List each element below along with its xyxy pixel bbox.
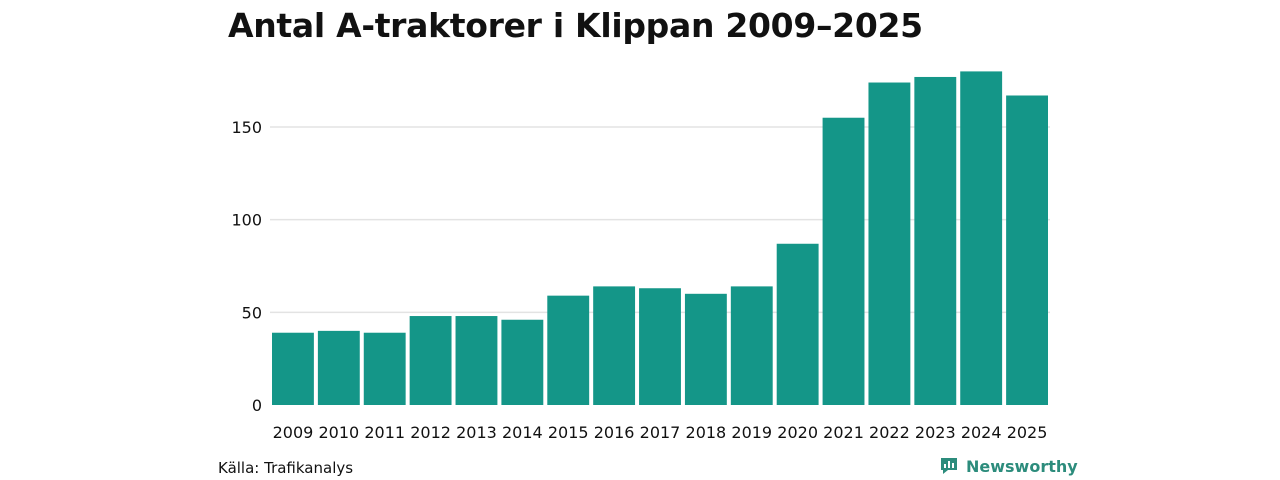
x-tick-label: 2024 xyxy=(961,423,1002,442)
chart-title: Antal A-traktorer i Klippan 2009–2025 xyxy=(228,6,923,45)
x-tick-label: 2021 xyxy=(823,423,864,442)
bar-2016 xyxy=(593,286,636,405)
bar-2010 xyxy=(317,330,360,405)
x-tick-label: 2016 xyxy=(594,423,635,442)
x-tick-label: 2022 xyxy=(869,423,910,442)
source-label: Källa: Trafikanalys xyxy=(218,459,354,477)
bar-2013 xyxy=(455,316,498,405)
y-tick-label: 0 xyxy=(252,396,262,415)
bar-2022 xyxy=(868,82,911,406)
bar-2020 xyxy=(776,243,819,405)
x-tick-label: 2015 xyxy=(548,423,589,442)
y-tick-label: 50 xyxy=(242,303,262,322)
x-tick-label: 2010 xyxy=(318,423,359,442)
x-tick-label: 2018 xyxy=(686,423,727,442)
bar-2014 xyxy=(501,319,544,405)
bar-2021 xyxy=(822,117,865,405)
x-tick-label: 2020 xyxy=(777,423,818,442)
bar-2012 xyxy=(409,316,452,405)
x-tick-label: 2025 xyxy=(1007,423,1048,442)
brand-name: Newsworthy xyxy=(966,456,1078,476)
bar-2011 xyxy=(363,332,406,405)
newsworthy-icon xyxy=(941,458,957,474)
bar-2025 xyxy=(1006,95,1048,405)
x-tick-label: 2011 xyxy=(364,423,405,442)
x-tick-label: 2019 xyxy=(731,423,772,442)
x-tick-label: 2017 xyxy=(640,423,681,442)
x-tick-label: 2012 xyxy=(410,423,451,442)
y-tick-label: 150 xyxy=(231,118,262,137)
bar-2019 xyxy=(730,286,773,405)
bar-2024 xyxy=(960,71,1003,406)
x-tick-label: 2013 xyxy=(456,423,497,442)
brand-logo: Newsworthy xyxy=(939,456,1078,476)
bar-2015 xyxy=(547,295,590,405)
bar-2023 xyxy=(914,76,957,406)
bar-2009 xyxy=(272,332,314,405)
x-tick-label: 2014 xyxy=(502,423,543,442)
x-tick-label: 2023 xyxy=(915,423,956,442)
x-tick-label: 2009 xyxy=(273,423,314,442)
bar-2018 xyxy=(684,293,727,405)
y-tick-label: 100 xyxy=(231,211,262,230)
bar-2017 xyxy=(639,288,681,405)
